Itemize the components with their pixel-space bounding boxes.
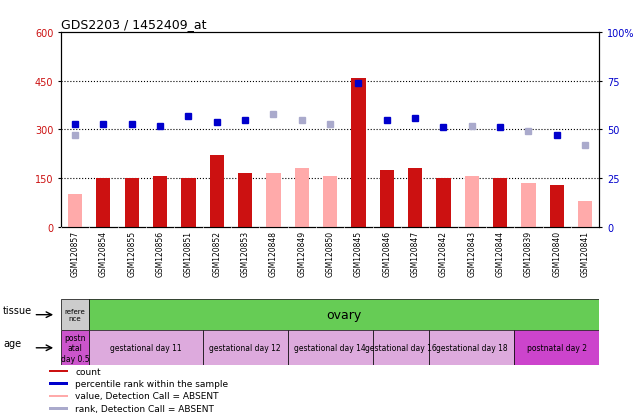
Text: rank, Detection Call = ABSENT: rank, Detection Call = ABSENT — [76, 404, 214, 413]
Bar — [49, 370, 69, 373]
Text: GSM120850: GSM120850 — [326, 231, 335, 277]
Text: GSM120854: GSM120854 — [99, 231, 108, 277]
Text: GSM120843: GSM120843 — [467, 231, 476, 277]
Bar — [372, 330, 429, 366]
Bar — [210, 156, 224, 227]
Text: GSM120848: GSM120848 — [269, 231, 278, 277]
Bar — [521, 183, 536, 227]
Text: GSM120839: GSM120839 — [524, 231, 533, 277]
Text: GSM120853: GSM120853 — [240, 231, 249, 277]
Bar — [429, 330, 514, 366]
Text: age: age — [3, 338, 21, 348]
Text: GDS2203 / 1452409_at: GDS2203 / 1452409_at — [61, 17, 206, 31]
Text: ovary: ovary — [327, 309, 362, 321]
Text: value, Detection Call = ABSENT: value, Detection Call = ABSENT — [76, 392, 219, 400]
Text: GSM120845: GSM120845 — [354, 231, 363, 277]
Bar — [408, 169, 422, 227]
Bar — [550, 185, 564, 227]
Text: GSM120842: GSM120842 — [439, 231, 448, 277]
Bar — [323, 177, 337, 227]
Text: refere
nce: refere nce — [65, 309, 85, 321]
Text: tissue: tissue — [3, 305, 32, 315]
Bar — [49, 382, 69, 385]
Bar — [96, 178, 110, 227]
Bar — [514, 330, 599, 366]
Text: GSM120847: GSM120847 — [411, 231, 420, 277]
Text: GSM120851: GSM120851 — [184, 231, 193, 277]
Bar — [203, 330, 288, 366]
Text: gestational day 18: gestational day 18 — [436, 344, 508, 352]
Bar — [351, 78, 365, 227]
Text: gestational day 16: gestational day 16 — [365, 344, 437, 352]
Bar — [437, 178, 451, 227]
Text: GSM120844: GSM120844 — [495, 231, 504, 277]
Text: GSM120855: GSM120855 — [128, 231, 137, 277]
Text: postn
atal
day 0.5: postn atal day 0.5 — [61, 333, 89, 363]
Bar — [153, 177, 167, 227]
Text: gestational day 12: gestational day 12 — [209, 344, 281, 352]
Text: postnatal day 2: postnatal day 2 — [527, 344, 587, 352]
Bar — [295, 169, 309, 227]
Text: GSM120849: GSM120849 — [297, 231, 306, 277]
Bar — [68, 195, 82, 227]
Text: count: count — [76, 367, 101, 376]
Bar — [89, 330, 203, 366]
Bar — [578, 201, 592, 227]
Bar — [288, 330, 372, 366]
Text: GSM120841: GSM120841 — [581, 231, 590, 277]
Text: GSM120840: GSM120840 — [553, 231, 562, 277]
Text: GSM120856: GSM120856 — [156, 231, 165, 277]
Text: GSM120857: GSM120857 — [71, 231, 79, 277]
Bar — [181, 178, 196, 227]
Bar — [61, 299, 89, 330]
Bar — [379, 171, 394, 227]
Text: gestational day 14: gestational day 14 — [294, 344, 366, 352]
Bar — [49, 407, 69, 410]
Bar — [267, 174, 281, 227]
Bar — [49, 394, 69, 397]
Text: GSM120846: GSM120846 — [382, 231, 391, 277]
Text: percentile rank within the sample: percentile rank within the sample — [76, 379, 228, 388]
Text: gestational day 11: gestational day 11 — [110, 344, 182, 352]
Text: GSM120852: GSM120852 — [212, 231, 221, 277]
Bar — [493, 178, 507, 227]
Bar — [124, 178, 139, 227]
Bar — [465, 177, 479, 227]
Bar — [61, 330, 89, 366]
Bar — [238, 174, 252, 227]
